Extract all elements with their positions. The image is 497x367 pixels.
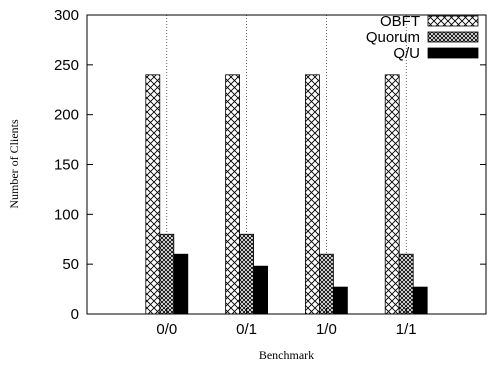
grid-lines xyxy=(166,15,407,314)
legend-swatch-quorum xyxy=(427,31,479,43)
bar-quorum-0-1 xyxy=(239,233,255,315)
bar-q-u-1-1 xyxy=(412,286,428,315)
y-tick-label-300: 300 xyxy=(54,7,79,24)
bar-q-u-1-0 xyxy=(332,286,348,315)
bar-q-u-0-1 xyxy=(253,265,269,315)
x-tick-label-0-0: 0/0 xyxy=(156,321,177,338)
legend-swatch-q-u xyxy=(427,47,479,59)
bar-quorum-1-1 xyxy=(398,253,414,315)
bar-obft-0-1 xyxy=(225,74,241,315)
y-tick-label-250: 250 xyxy=(54,57,79,74)
bar-obft-1-1 xyxy=(384,74,400,315)
x-axis-title: Benchmark xyxy=(259,348,314,362)
y-tick-label-100: 100 xyxy=(54,206,79,223)
bar-obft-0-0 xyxy=(145,74,161,315)
x-tick-label-1-0: 1/0 xyxy=(316,321,337,338)
legend-label-quorum: Quorum xyxy=(366,29,420,46)
y-axis-ticks: 0 50 100 150 200 250 300 xyxy=(54,7,486,323)
bar-q-u-0-0 xyxy=(173,253,189,315)
x-tick-label-0-1: 0/1 xyxy=(236,321,257,338)
legend-label-obft: OBFT xyxy=(380,13,420,30)
y-tick-label-50: 50 xyxy=(62,256,79,273)
y-axis-title: Number of Clients xyxy=(7,119,21,209)
legend-label-q-u: Q/U xyxy=(393,45,420,62)
bar-obft-1-0 xyxy=(304,74,320,315)
bars xyxy=(145,74,428,315)
y-tick-label-0: 0 xyxy=(71,306,79,323)
y-tick-label-150: 150 xyxy=(54,157,79,174)
bar-quorum-0-0 xyxy=(159,233,175,315)
y-tick-label-200: 200 xyxy=(54,107,79,124)
x-axis-ticks: 0/0 0/1 1/0 1/1 xyxy=(156,308,417,338)
x-tick-label-1-1: 1/1 xyxy=(396,321,417,338)
legend-swatch-obft xyxy=(427,15,479,27)
bar-quorum-1-0 xyxy=(318,253,334,315)
